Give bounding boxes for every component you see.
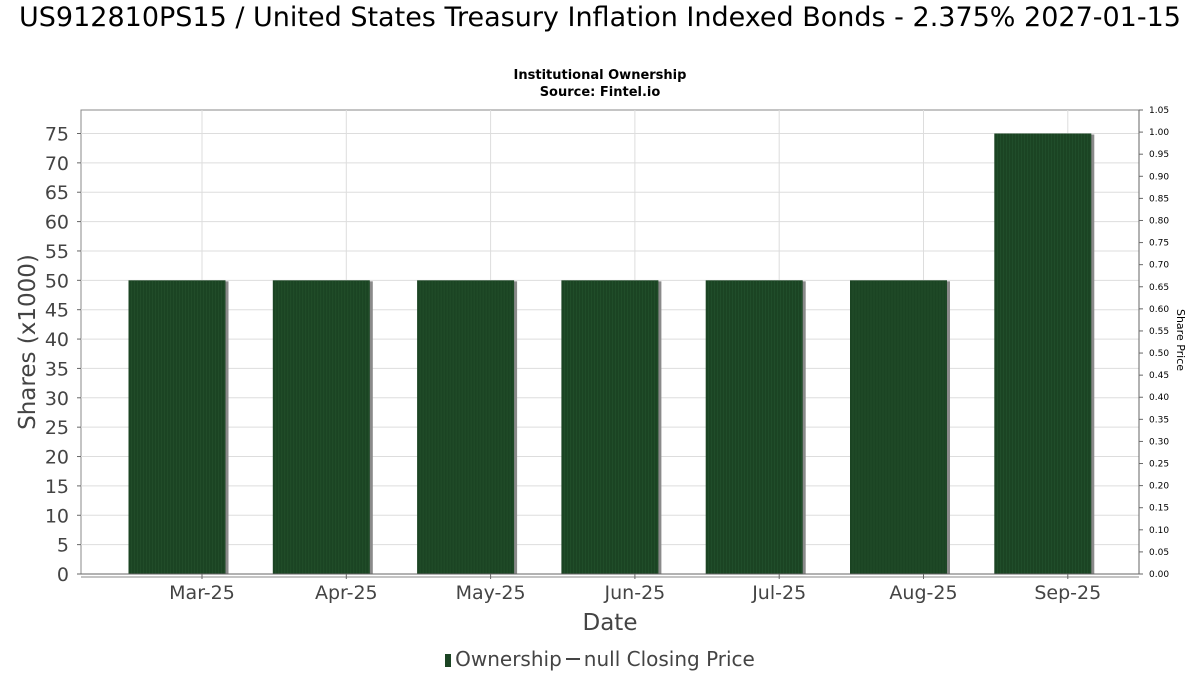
y2-tick-label: 0.90	[1149, 172, 1169, 182]
y-tick-label: 60	[45, 212, 69, 234]
ownership-bar	[128, 280, 226, 574]
y2-tick-label: 0.40	[1149, 393, 1169, 403]
x-axis-title: Date	[583, 610, 638, 636]
y2-tick-label: 0.60	[1149, 305, 1169, 315]
price-legend-label: null Closing Price	[583, 647, 755, 671]
y2-tick-label: 0.20	[1149, 482, 1169, 492]
y2-tick-label: 1.05	[1149, 106, 1169, 116]
y2-tick-label: 0.55	[1149, 327, 1169, 337]
y-tick-label: 50	[45, 270, 69, 292]
y-tick-label: 75	[45, 123, 69, 145]
ownership-legend-swatch	[445, 654, 452, 667]
x-tick-label: May-25	[456, 582, 526, 604]
y2-tick-label: 0.15	[1149, 504, 1169, 514]
y-tick-label: 45	[45, 300, 69, 322]
chart-title: US912810PS15 / United States Treasury In…	[19, 2, 1181, 33]
y-tick-label: 15	[45, 476, 69, 498]
y2-tick-label: 0.70	[1149, 261, 1169, 271]
y-tick-label: 55	[45, 241, 69, 263]
ownership-bar	[272, 280, 370, 574]
ownership-legend-label: Ownership	[455, 647, 562, 671]
y2-tick-label: 0.65	[1149, 283, 1169, 293]
y-tick-label: 0	[57, 564, 69, 586]
ownership-bar	[850, 280, 947, 574]
y2-tick-label: 0.10	[1149, 526, 1169, 536]
y2-tick-label: 1.00	[1149, 128, 1169, 138]
y2-axis-title: Share Price	[1174, 309, 1187, 371]
y2-tick-label: 0.80	[1149, 216, 1169, 226]
y-tick-label: 40	[45, 329, 69, 351]
y-tick-label: 5	[57, 535, 69, 557]
chart-source: Source: Fintel.io	[539, 85, 661, 100]
x-tick-label: Aug-25	[889, 582, 957, 604]
ownership-bar	[994, 133, 1092, 575]
x-tick-label: Apr-25	[315, 582, 378, 604]
chart-subtitle: Institutional Ownership	[513, 68, 687, 83]
y2-tick-label: 0.95	[1149, 150, 1169, 160]
price-legend-line	[565, 658, 580, 660]
y2-tick-label: 0.05	[1149, 548, 1169, 558]
x-tick-label: Jul-25	[751, 582, 806, 604]
ownership-chart: 0 5 10 15 20 25 30 35 40 45 50 55 60 65 70 75 0.00 0.05 0.…	[15, 106, 1187, 636]
y2-tick-label: 0.45	[1149, 371, 1169, 381]
ownership-bar	[705, 280, 803, 574]
y2-tick-label: 0.30	[1149, 437, 1169, 447]
x-tick-label: Mar-25	[169, 582, 235, 604]
y-tick-label: 70	[45, 153, 69, 175]
ownership-bar	[561, 280, 659, 574]
y2-tick-label: 0.75	[1149, 239, 1169, 249]
y2-tick-label: 0.50	[1149, 349, 1169, 359]
y-tick-label: 20	[45, 447, 69, 469]
y-tick-label: 10	[45, 505, 69, 527]
ownership-bar	[417, 280, 515, 574]
y2-tick-label: 0.25	[1149, 460, 1169, 470]
y-axis-title: Shares (x1000)	[15, 254, 41, 430]
y-tick-label: 65	[45, 182, 69, 204]
x-tick-label: Sep-25	[1034, 582, 1101, 604]
y2-tick-label: 0.85	[1149, 194, 1169, 204]
chart-legend: Ownership null Closing Price	[0, 647, 1200, 671]
y2-tick-label: 0.00	[1149, 570, 1169, 580]
y2-tick-label: 0.35	[1149, 415, 1169, 425]
y-tick-label: 35	[45, 358, 69, 380]
y-tick-label: 25	[45, 417, 69, 439]
x-tick-label: Jun-25	[604, 582, 666, 604]
y-tick-label: 30	[45, 388, 69, 410]
